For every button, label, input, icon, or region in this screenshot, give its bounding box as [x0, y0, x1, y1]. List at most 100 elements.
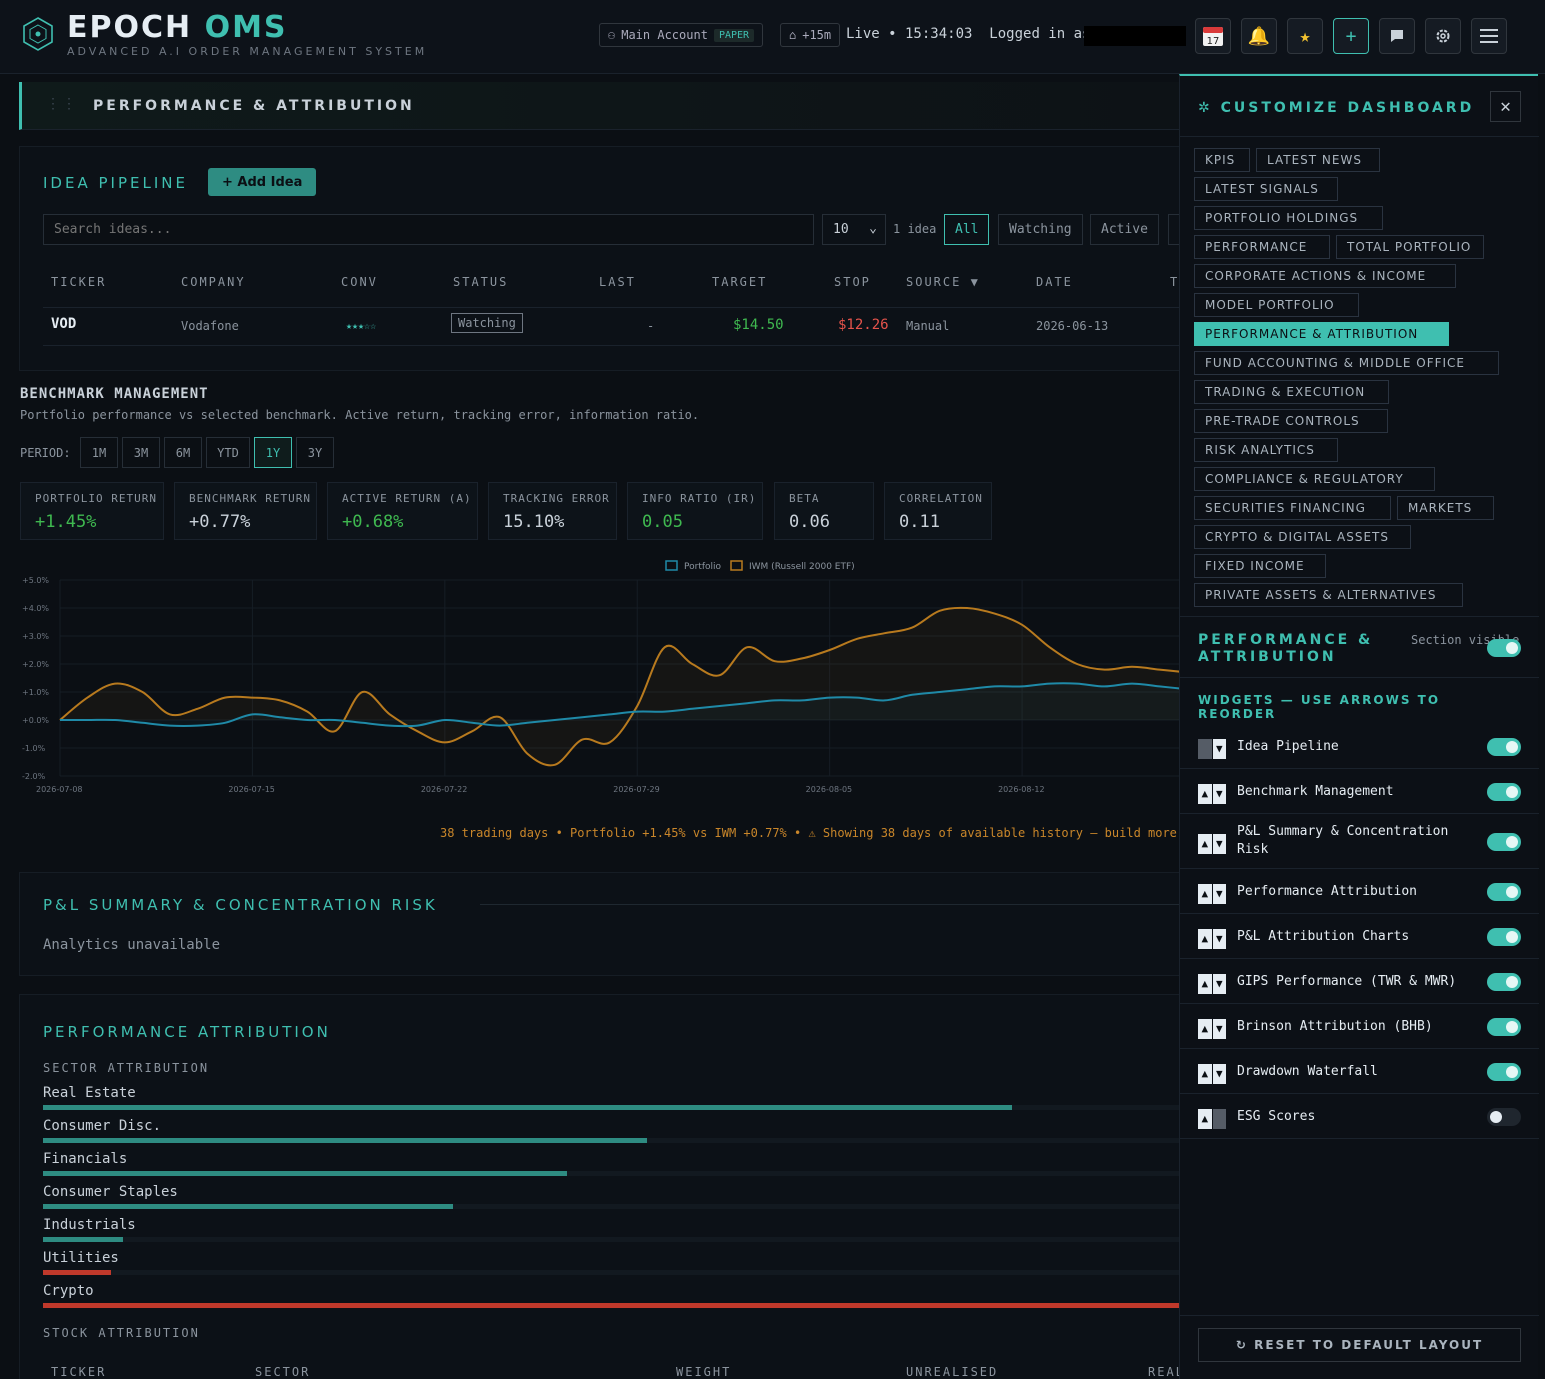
arrow-down-icon[interactable]: ▼ — [1212, 928, 1226, 949]
arrow-down-icon[interactable] — [1212, 1108, 1226, 1129]
arrow-up-icon[interactable]: ▲ — [1198, 973, 1212, 994]
section-chip-securities-financing[interactable]: SECURITIES FINANCING — [1194, 496, 1391, 520]
chat-button[interactable] — [1379, 18, 1415, 54]
filter-watching[interactable]: Watching — [998, 214, 1083, 245]
settings-button[interactable] — [1425, 18, 1461, 54]
arrow-down-icon[interactable]: ▼ — [1212, 738, 1226, 759]
section-chip-markets[interactable]: MARKETS — [1397, 496, 1494, 520]
arrow-down-icon[interactable]: ▼ — [1212, 883, 1226, 904]
col-date[interactable]: DATE — [1036, 275, 1073, 289]
section-chip-portfolio-holdings[interactable]: PORTFOLIO HOLDINGS — [1194, 206, 1383, 230]
section-chip-crypto-digital-assets[interactable]: CRYPTO & DIGITAL ASSETS — [1194, 525, 1411, 549]
widget-row: ▲ ▼ Brinson Attribution (BHB) — [1180, 1004, 1539, 1049]
period-1y[interactable]: 1Y — [254, 437, 292, 468]
arrow-up-icon[interactable]: ▲ — [1198, 928, 1212, 949]
arrow-down-icon[interactable]: ▼ — [1212, 1018, 1226, 1039]
section-visible-toggle[interactable] — [1487, 639, 1521, 657]
arrow-up-icon[interactable]: ▲ — [1198, 883, 1212, 904]
menu-button[interactable] — [1471, 18, 1507, 54]
account-selector[interactable]: ⚇ Main Account PAPER — [599, 23, 764, 47]
section-chip-private-assets-alternatives[interactable]: PRIVATE ASSETS & ALTERNATIVES — [1194, 583, 1463, 607]
widget-toggle[interactable] — [1487, 737, 1521, 756]
delay-text: +15m — [802, 28, 832, 42]
col-target[interactable]: TARGET — [712, 275, 768, 289]
idea-status[interactable]: Watching — [451, 313, 523, 333]
reorder-arrows: ▼ — [1198, 738, 1227, 759]
search-ideas-input[interactable] — [43, 214, 814, 245]
section-chip-model-portfolio[interactable]: MODEL PORTFOLIO — [1194, 293, 1359, 317]
widget-toggle[interactable] — [1487, 832, 1521, 851]
widget-toggle[interactable] — [1487, 882, 1521, 901]
idea-ticker[interactable]: VOD — [51, 316, 77, 332]
close-button[interactable]: ✕ — [1490, 91, 1521, 122]
widget-toggle[interactable] — [1487, 927, 1521, 946]
section-chip-total-portfolio[interactable]: TOTAL PORTFOLIO — [1336, 235, 1484, 259]
col-conv[interactable]: CONV — [341, 275, 378, 289]
notifications-button[interactable]: 🔔 — [1241, 18, 1277, 54]
filter-active[interactable]: Active — [1090, 214, 1159, 245]
pl-summary-title: P&L SUMMARY & CONCENTRATION RISK — [43, 896, 438, 914]
add-idea-button[interactable]: + Add Idea — [208, 168, 317, 196]
favorites-button[interactable]: ★ — [1287, 18, 1323, 54]
arrow-down-icon[interactable]: ▼ — [1212, 783, 1226, 804]
section-chip-corporate-actions-income[interactable]: CORPORATE ACTIONS & INCOME — [1194, 264, 1456, 288]
section-chip-performance[interactable]: PERFORMANCE — [1194, 235, 1330, 259]
drag-handle-icon[interactable]: ⋮⋮ — [46, 96, 78, 112]
section-chip-latest-news[interactable]: LATEST NEWS — [1256, 148, 1380, 172]
chat-icon — [1391, 30, 1403, 42]
widgets-title: WIDGETS — USE ARROWS TO REORDER — [1198, 693, 1441, 721]
arrow-up-icon[interactable]: ▲ — [1198, 783, 1212, 804]
stock-col-realised[interactable]: REAL — [1148, 1365, 1180, 1379]
calendar-button[interactable]: 17 — [1195, 18, 1231, 54]
arrow-down-icon[interactable]: ▼ — [1212, 973, 1226, 994]
section-chip-pre-trade-controls[interactable]: PRE-TRADE CONTROLS — [1194, 409, 1388, 433]
section-chip-compliance-regulatory[interactable]: COMPLIANCE & REGULATORY — [1194, 467, 1435, 491]
widget-toggle[interactable] — [1487, 972, 1521, 991]
widget-toggle[interactable] — [1487, 1017, 1521, 1036]
live-clock: Live • 15:34:03 — [846, 26, 973, 42]
col-source[interactable]: SOURCE ▼ — [906, 275, 980, 289]
data-delay-badge[interactable]: ⌂ +15m — [780, 23, 841, 47]
col-ticker[interactable]: TICKER — [51, 275, 107, 289]
stock-col-sector[interactable]: SECTOR — [255, 1365, 311, 1379]
stock-col-unrealised[interactable]: UNREALISED — [906, 1365, 999, 1379]
page-size-select[interactable]: 10 ⌄ — [822, 214, 886, 245]
period-1m[interactable]: 1M — [80, 437, 118, 468]
widget-toggle[interactable] — [1487, 1062, 1521, 1081]
kpi-label: CORRELATION — [899, 492, 983, 505]
arrow-up-icon[interactable]: ▲ — [1198, 1108, 1212, 1129]
section-chip-trading-execution[interactable]: TRADING & EXECUTION — [1194, 380, 1389, 404]
arrow-up-icon[interactable]: ▲ — [1198, 1018, 1212, 1039]
col-last[interactable]: LAST — [599, 275, 636, 289]
section-chip-fixed-income[interactable]: FIXED INCOME — [1194, 554, 1326, 578]
section-chip-fund-accounting-middle-office[interactable]: FUND ACCOUNTING & MIDDLE OFFICE — [1194, 351, 1499, 375]
filter-all[interactable]: All — [944, 214, 990, 245]
kpi-portfolio-return: PORTFOLIO RETURN +1.45% — [20, 482, 164, 540]
stock-col-weight[interactable]: WEIGHT — [676, 1365, 732, 1379]
widget-toggle[interactable] — [1487, 1107, 1521, 1126]
col-stop[interactable]: STOP — [834, 275, 871, 289]
col-more[interactable]: T — [1170, 275, 1180, 289]
arrow-down-icon[interactable]: ▼ — [1212, 833, 1226, 854]
period-3y[interactable]: 3Y — [296, 437, 334, 468]
reset-layout-button[interactable]: ↻ RESET TO DEFAULT LAYOUT — [1198, 1328, 1521, 1362]
sector-label: Crypto — [43, 1283, 94, 1299]
period-ytd[interactable]: YTD — [206, 437, 250, 468]
period-3m[interactable]: 3M — [122, 437, 160, 468]
widget-toggle[interactable] — [1487, 782, 1521, 801]
period-6m[interactable]: 6M — [164, 437, 202, 468]
stock-col-ticker[interactable]: TICKER — [51, 1365, 107, 1379]
section-chip-risk-analytics[interactable]: RISK ANALYTICS — [1194, 438, 1338, 462]
col-status[interactable]: STATUS — [453, 275, 509, 289]
arrow-up-icon[interactable] — [1198, 738, 1212, 759]
section-chip-latest-signals[interactable]: LATEST SIGNALS — [1194, 177, 1338, 201]
arrow-up-icon[interactable]: ▲ — [1198, 1063, 1212, 1084]
section-chip-performance-attribution[interactable]: PERFORMANCE & ATTRIBUTION — [1194, 322, 1449, 346]
col-company[interactable]: COMPANY — [181, 275, 246, 289]
filter-more[interactable] — [1168, 214, 1180, 245]
arrow-down-icon[interactable]: ▼ — [1212, 1063, 1226, 1084]
legend-swatch — [730, 560, 743, 571]
add-button[interactable]: + — [1333, 18, 1369, 54]
section-chip-kpis[interactable]: KPIS — [1194, 148, 1250, 172]
arrow-up-icon[interactable]: ▲ — [1198, 833, 1212, 854]
